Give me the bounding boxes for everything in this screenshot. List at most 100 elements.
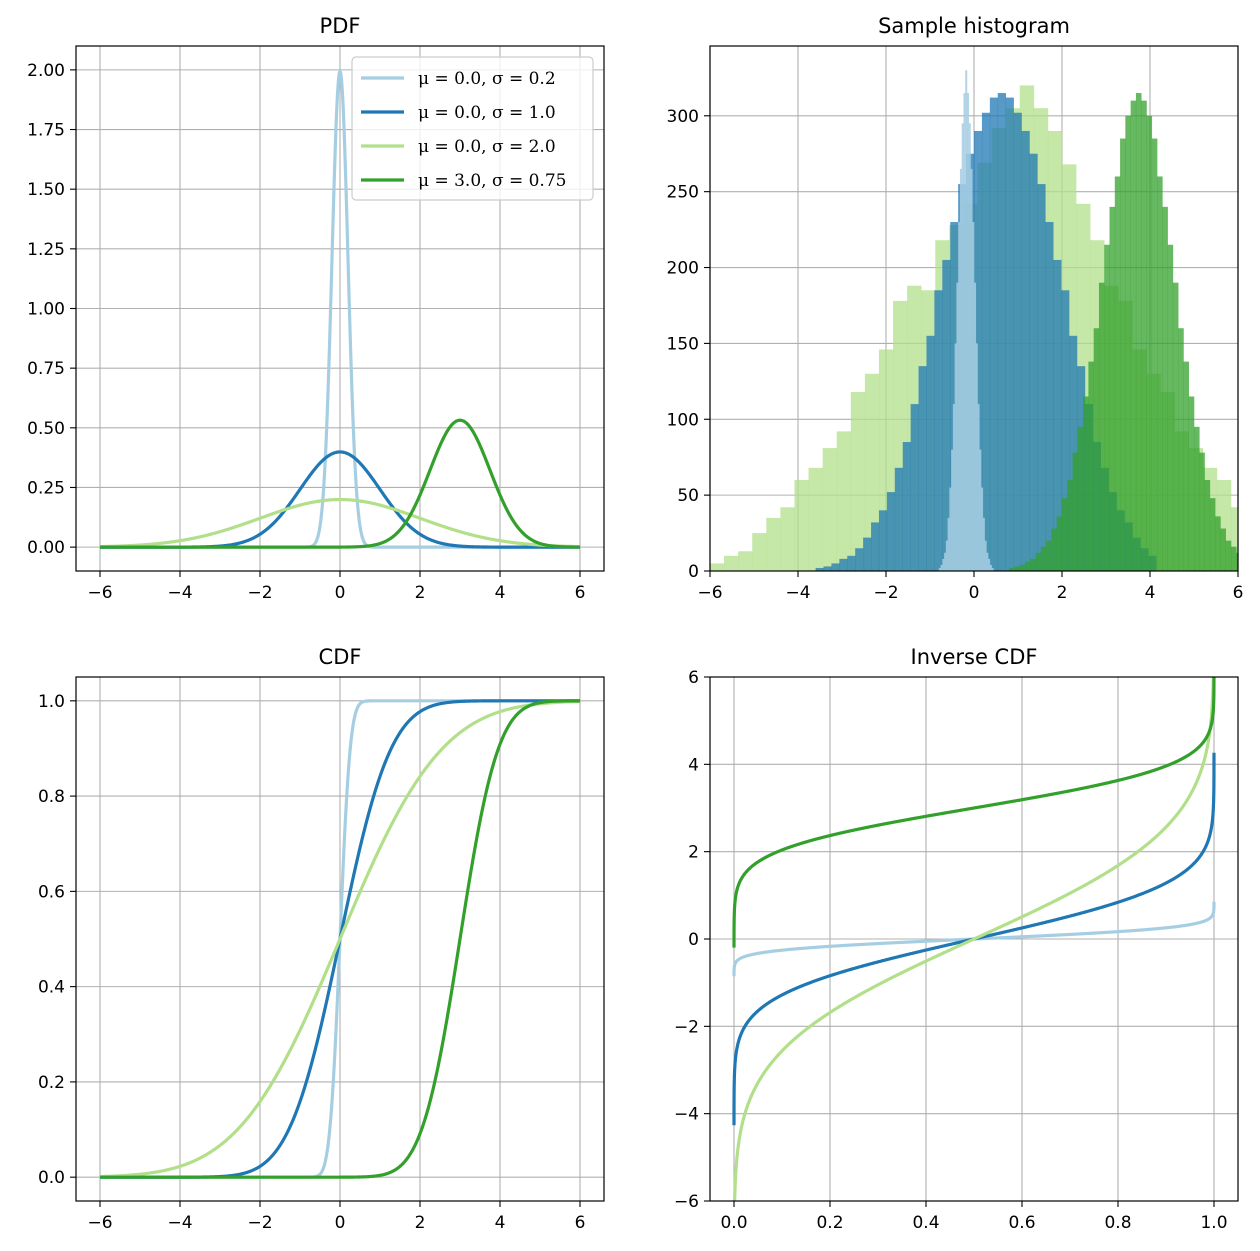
x-tick-label: 4 [495,583,506,603]
y-tick-label: 1.00 [27,300,65,320]
axes-frame [709,676,1239,1202]
histogram-bar [1135,93,1142,571]
histogram-bar [944,552,947,571]
plot-area [99,699,581,1179]
legend-label: μ = 0.0, σ = 0.2 [418,69,556,89]
histogram-bar [1130,100,1137,571]
x-tick-label: 0.4 [912,1213,939,1233]
histogram-bar [850,391,866,571]
histogram-bar [926,335,935,571]
histogram-bar [1141,100,1147,571]
histogram-bar [1204,479,1211,571]
histogram-bar [1088,361,1094,571]
histogram-bar [1225,540,1232,571]
histogram-bar [1021,130,1030,571]
histogram-bar [982,517,985,571]
y-tick-label: 100 [667,410,699,430]
histogram-bar [1030,558,1036,571]
histogram-bar [894,467,904,571]
x-tick-label: 0 [969,583,980,603]
histogram-bar [1178,328,1184,571]
x-tick-label: −6 [87,1213,112,1233]
histogram-bar [974,130,983,571]
histogram-bar [981,112,991,571]
histogram-bar [863,537,872,571]
pdf-line-2 [99,497,581,549]
histogram-bar [1014,566,1021,571]
x-tick-label: −2 [873,583,898,603]
histogram-bar [950,222,959,571]
y-tick-label: 0 [688,930,699,950]
histogram-bar [1245,518,1259,571]
histogram-bar [961,123,964,571]
histogram-bar [1199,452,1205,571]
histogram-bar [831,563,840,571]
histogram-bar [815,567,824,571]
histogram-bar [1051,528,1058,571]
y-tick-label: 1.0 [38,692,65,712]
axes: −6 −4 −2 0 2 4 6 0.0 0.2 0.4 0.6 0.8 1.0 [38,676,605,1233]
histogram-bar [934,290,943,571]
y-tick-label: 150 [667,334,699,354]
x-tick-label: 0.6 [1008,1213,1035,1233]
panel-title: PDF [320,14,361,38]
histogram-bar [902,442,911,571]
histogram-bar [847,555,856,571]
histogram-bar [1146,115,1153,571]
cdf-panel: −6 −4 −2 0 2 4 6 0.0 0.2 0.4 0.6 0.8 1.0 CDF [38,645,605,1233]
legend-label: μ = 0.0, σ = 1.0 [418,103,556,123]
histogram-bar [942,259,951,571]
legend: μ = 0.0, σ = 0.2 μ = 0.0, σ = 1.0 μ = 0.0,… [351,56,594,201]
histogram-bar [710,563,725,571]
histogram-bar [997,93,1006,571]
histogram-bar [1157,176,1163,571]
histogram-bar [864,373,880,571]
axes: −6 −4 −2 0 2 4 6 0 50 100 150 200 250 300 [667,45,1243,603]
histogram-bar [1104,244,1110,571]
inverse-cdf-line-3 [732,677,1216,948]
histogram-bar [958,222,961,571]
histogram-bar [1029,153,1038,571]
histogram-bar [1151,138,1158,571]
x-tick-label: 6 [575,1213,586,1233]
axes-frame [75,676,605,1202]
y-tick-label: 300 [667,107,699,127]
histogram-bar [1236,552,1238,571]
histogram-bar [836,431,852,571]
histogram-bar [1045,222,1054,571]
pdf-panel: −6 −4 −2 0 2 4 6 0.00 0.25 0.50 0.75 1.00 1.25 1.50 1.… [27,14,605,603]
histogram-bar [1230,507,1238,571]
x-tick-label: 0 [335,1213,346,1233]
histogram-bar [1183,361,1190,571]
histogram-bar [947,517,950,571]
histogram-bar [780,507,795,571]
x-tick-label: −2 [247,1213,272,1233]
histogram-bar [1037,184,1046,571]
x-tick-label: −6 [87,583,112,603]
histogram-bar [1077,426,1084,571]
histogram-bar [878,510,888,571]
histogram-bar [855,548,864,571]
histogram-bar [975,343,978,571]
histogram-bar [1009,567,1015,571]
histogram-bar [991,567,994,571]
histogram-bar [1040,546,1047,571]
histogram-bar [1005,97,1014,571]
histogram-series-1 [815,93,1157,571]
y-tick-label: 1.75 [27,121,65,141]
y-tick-label: 0.4 [38,978,65,998]
histogram-bar [839,558,848,571]
x-tick-label: 4 [495,1213,506,1233]
cdf-line-3 [100,699,581,1179]
histogram-bar [738,551,753,571]
pdf-line-3 [100,418,580,549]
histogram-bar [794,479,809,571]
x-tick-label: −2 [247,583,272,603]
histogram-bar [910,404,919,571]
x-tick-label: −6 [697,583,722,603]
x-tick-label: −4 [167,583,192,603]
histogram-bar [981,487,984,571]
histogram-bar [938,567,941,571]
histogram-bar [1083,396,1089,571]
